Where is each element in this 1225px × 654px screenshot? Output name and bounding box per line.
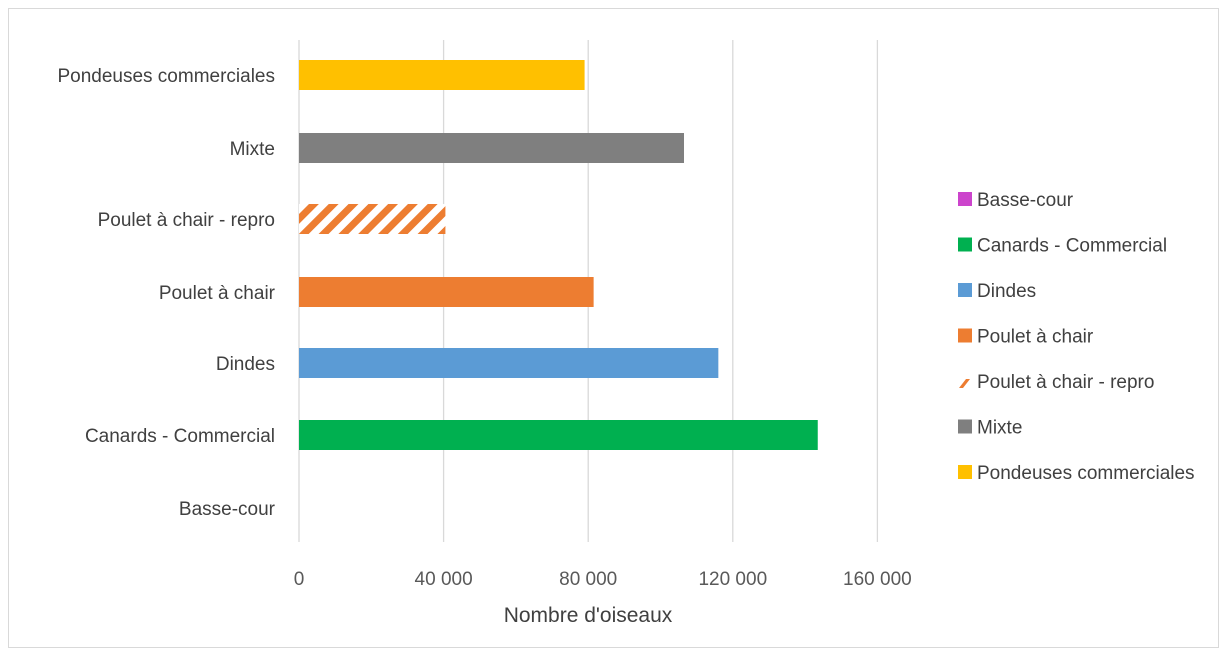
x-tick-labels: 0 40 000 80 000 120 000 160 000 [294,569,912,590]
legend-label-2: Canards - Commercial [977,236,1167,257]
legend-label-1: Basse-cour [977,190,1074,211]
category-label-2: Canards - Commercial [85,426,275,447]
bar-2[interactable] [299,420,818,450]
category-label-7: Pondeuses commerciales [57,66,275,87]
category-label-6: Mixte [230,139,275,160]
bar-4[interactable] [299,277,594,307]
x-axis-title: Nombre d'oiseaux [504,604,673,627]
category-label-1: Basse-cour [179,499,276,520]
bar-7[interactable] [299,60,585,90]
x-tick-label-0: 0 [294,569,305,590]
legend: Basse-cour Canards - Commercial Dindes Poul… [958,190,1195,484]
legend-swatch-7 [958,465,972,479]
legend-swatch-1 [958,192,972,206]
bars [299,60,818,450]
legend-swatch-2 [958,237,972,252]
category-label-3: Dindes [216,354,275,375]
legend-label-4: Poulet à chair [977,327,1094,348]
legend-label-7: Pondeuses commerciales [977,463,1195,484]
legend-swatch-3 [958,283,972,297]
x-tick-label-4: 160 000 [843,569,912,590]
bar-chart: Basse-cour Canards - Commercial Dindes Poul… [57,40,1195,627]
x-tick-label-2: 80 000 [559,569,617,590]
legend-label-3: Dindes [977,281,1036,302]
category-label-5: Poulet à chair - repro [98,210,275,231]
x-tick-label-3: 120 000 [698,569,767,590]
chart-frame: Basse-cour Canards - Commercial Dindes Poul… [8,8,1219,648]
bar-5[interactable] [299,204,446,234]
legend-swatch-4 [958,328,972,343]
x-tick-label-1: 40 000 [415,569,473,590]
legend-label-5: Poulet à chair - repro [977,372,1154,393]
category-labels: Basse-cour Canards - Commercial Dindes Poul… [57,66,275,520]
legend-swatch-6 [958,419,972,434]
legend-label-6: Mixte [977,418,1022,439]
bar-6[interactable] [299,133,684,163]
bar-3[interactable] [299,348,719,378]
category-label-4: Poulet à chair [159,283,276,304]
legend-swatch-hatch [959,379,970,388]
